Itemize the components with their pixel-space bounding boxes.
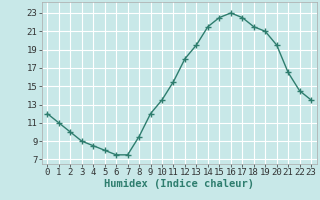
X-axis label: Humidex (Indice chaleur): Humidex (Indice chaleur) [104,179,254,189]
